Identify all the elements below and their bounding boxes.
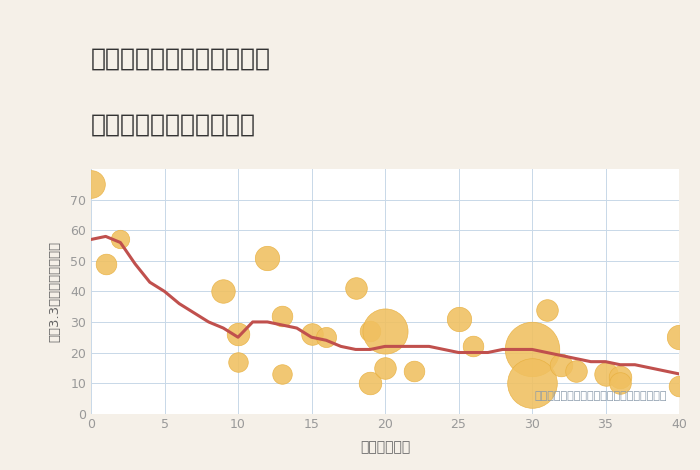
Point — [526, 346, 538, 353]
Point — [526, 379, 538, 387]
Point — [673, 383, 685, 390]
Point — [600, 370, 611, 378]
Y-axis label: 坪（3.3㎡）単価（万円）: 坪（3.3㎡）単価（万円） — [49, 241, 62, 342]
Point — [453, 315, 464, 322]
X-axis label: 築年数（年）: 築年数（年） — [360, 440, 410, 454]
Point — [218, 288, 229, 295]
Text: 円の大きさは、取引のあった物件面積を示す: 円の大きさは、取引のあった物件面積を示す — [535, 392, 667, 401]
Text: 築年数別中古戸建て価格: 築年数別中古戸建て価格 — [91, 113, 256, 137]
Point — [262, 254, 273, 261]
Point — [115, 235, 126, 243]
Point — [556, 361, 567, 368]
Point — [350, 284, 361, 292]
Point — [276, 370, 288, 378]
Point — [306, 330, 317, 338]
Point — [468, 343, 479, 350]
Point — [615, 379, 626, 387]
Point — [85, 181, 97, 188]
Point — [541, 306, 552, 313]
Text: 兵庫県豊岡市出石町大谷の: 兵庫県豊岡市出石町大谷の — [91, 47, 271, 71]
Point — [100, 260, 111, 267]
Point — [276, 312, 288, 320]
Point — [673, 334, 685, 341]
Point — [379, 364, 391, 371]
Point — [232, 330, 244, 338]
Point — [232, 358, 244, 366]
Point — [570, 367, 582, 375]
Point — [321, 334, 332, 341]
Point — [615, 373, 626, 381]
Point — [365, 379, 376, 387]
Point — [379, 327, 391, 335]
Point — [409, 367, 420, 375]
Point — [365, 327, 376, 335]
